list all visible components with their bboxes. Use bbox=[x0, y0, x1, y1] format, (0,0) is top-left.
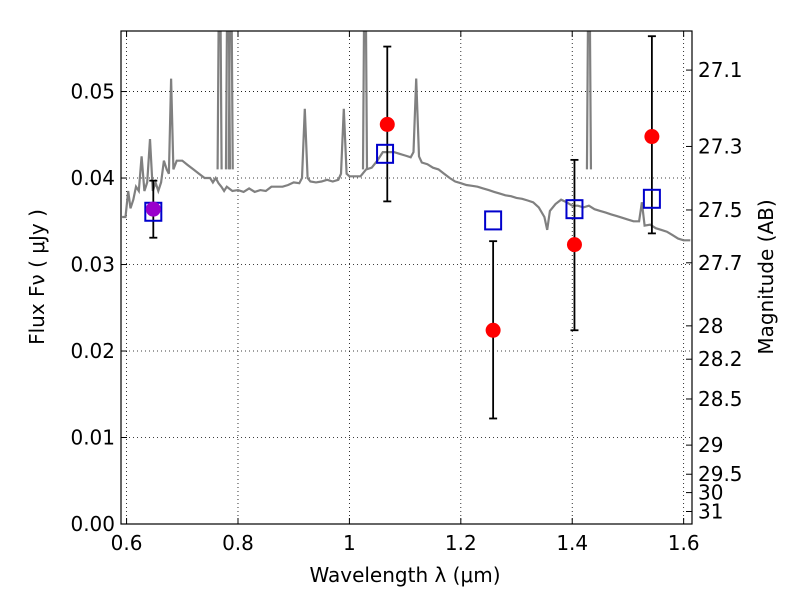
y-tick-label: 0.05 bbox=[70, 80, 115, 104]
x-tick-label: 1.2 bbox=[445, 531, 477, 555]
x-axis-label: Wavelength λ (μm) bbox=[309, 563, 500, 587]
y-tick-label: 0.03 bbox=[70, 253, 115, 277]
x-tick-label: 0.8 bbox=[222, 531, 254, 555]
observed-flux-point bbox=[485, 322, 501, 338]
y-tick-label: 0.02 bbox=[70, 339, 115, 363]
y-axis-label-right: Magnitude (AB) bbox=[754, 199, 778, 354]
y-tick-label: 0.01 bbox=[70, 426, 115, 450]
grid bbox=[121, 31, 692, 525]
observed-flux-point bbox=[145, 201, 161, 217]
y-axis-label-left: Flux Fν ( μJy ) bbox=[25, 209, 49, 345]
mag-tick-label: 29.5 bbox=[698, 462, 743, 486]
mag-tick-label: 31 bbox=[698, 499, 723, 523]
model-square-marker bbox=[565, 199, 584, 220]
x-tick-label: 1 bbox=[343, 531, 356, 555]
mag-tick-label: 29 bbox=[698, 433, 723, 457]
plot-area bbox=[122, 31, 691, 420]
observed-flux-point bbox=[379, 116, 395, 132]
mag-tick-label: 27.1 bbox=[698, 58, 743, 82]
spectrum-line bbox=[122, 78, 691, 242]
x-tick-label: 0.6 bbox=[111, 531, 143, 555]
spectrum-spike bbox=[585, 31, 593, 170]
spectrum-spike bbox=[227, 31, 234, 170]
y-tick-label: 0.04 bbox=[70, 166, 115, 190]
spectrum-spike bbox=[216, 31, 223, 170]
mag-tick-label: 27.5 bbox=[698, 198, 743, 222]
model-square-marker bbox=[376, 143, 395, 164]
mag-tick-label: 30 bbox=[698, 481, 723, 505]
mag-tick-label: 28 bbox=[698, 314, 723, 338]
mag-tick-label: 27.3 bbox=[698, 134, 743, 158]
observed-flux-point bbox=[644, 129, 660, 145]
model-square-marker bbox=[484, 210, 503, 231]
x-tick-label: 1.4 bbox=[556, 531, 588, 555]
mag-tick-label: 27.7 bbox=[698, 251, 743, 275]
axes-ticks: 0.6 0.8 1 1.2 1.4 1.6 0.00 0.01 0.02 0.03 0.04 0.05… bbox=[70, 31, 743, 555]
plot-frame bbox=[120, 30, 693, 525]
model-square-marker bbox=[642, 188, 661, 209]
mag-tick-label: 28.2 bbox=[698, 347, 743, 371]
x-tick-label: 1.6 bbox=[668, 531, 700, 555]
observed-flux-point bbox=[566, 237, 582, 253]
y-tick-label: 0.00 bbox=[70, 512, 115, 536]
spectrum-spike bbox=[361, 31, 369, 170]
mag-tick-label: 28.5 bbox=[698, 387, 743, 411]
